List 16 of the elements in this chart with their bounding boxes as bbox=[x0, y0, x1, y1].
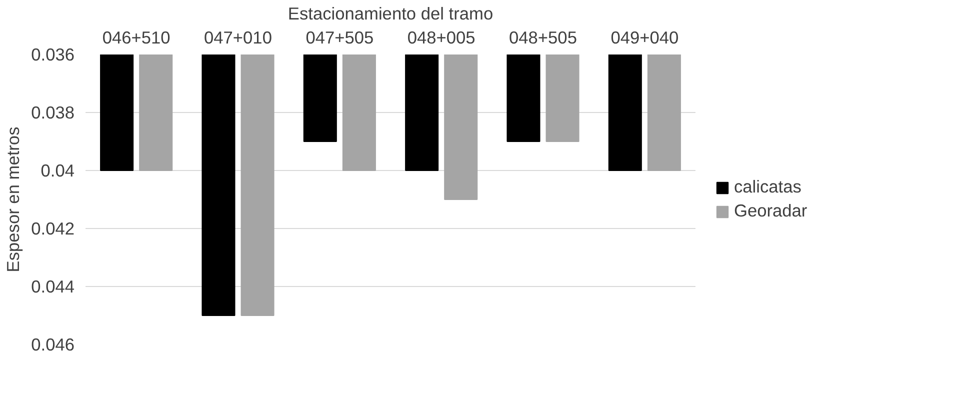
y-tick-label: 0.046 bbox=[31, 334, 75, 354]
x-tick-label: 047+505 bbox=[306, 28, 374, 48]
legend-label: calicatas bbox=[734, 176, 802, 198]
x-tick-label: 048+505 bbox=[509, 28, 577, 48]
x-tick-label: 046+510 bbox=[102, 28, 170, 48]
y-axis-title: Espesor en metros bbox=[3, 126, 24, 272]
legend-label: Georadar bbox=[734, 200, 808, 222]
y-tick-label: 0.038 bbox=[31, 102, 75, 122]
x-tick-label: 048+005 bbox=[407, 28, 476, 48]
y-tick-label: 0.036 bbox=[31, 44, 75, 64]
y-tick-label: 0.044 bbox=[31, 276, 75, 296]
y-tick-label: 0.042 bbox=[31, 218, 75, 238]
x-tick-label: 049+040 bbox=[610, 28, 679, 48]
x-tick-label: 047+010 bbox=[204, 28, 272, 48]
y-tick-label: 0.04 bbox=[40, 160, 75, 180]
x-axis-title: Estacionamiento del tramo bbox=[288, 4, 494, 24]
